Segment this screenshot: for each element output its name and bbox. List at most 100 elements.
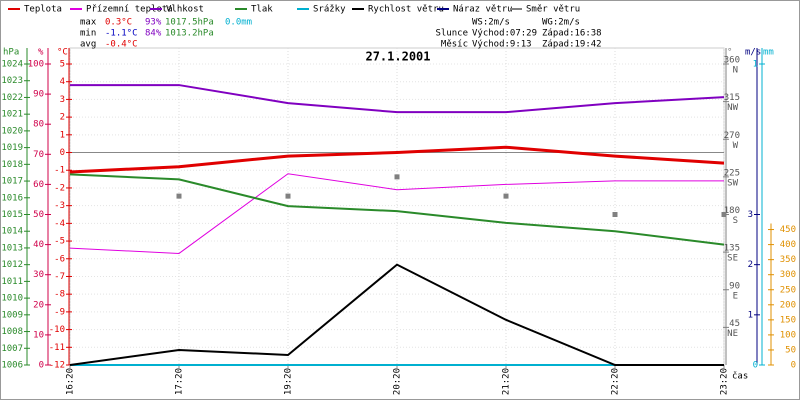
y-tick-label: 1009: [1, 310, 23, 320]
stat-value: 0.3°C: [105, 18, 132, 28]
direction-name: SE: [727, 254, 738, 264]
y-tick-label: 1019: [1, 143, 23, 153]
y-tick-label: 1008: [1, 327, 23, 337]
y-tick-label: 4: [60, 77, 65, 87]
y-tick-label: 100: [780, 330, 796, 340]
y-tick-label: 0: [791, 361, 796, 371]
y-tick-label: 10: [33, 330, 44, 340]
y-tick-label: 315: [724, 93, 740, 103]
y-tick-label: -3: [54, 201, 65, 211]
y-tick-label: 50: [785, 345, 796, 355]
y-tick-label: 2: [60, 113, 65, 123]
y-tick-label: 150: [780, 315, 796, 325]
y-tick-label: -4: [54, 219, 65, 229]
y-tick-label: -11: [49, 343, 65, 353]
x-tick-label: 20:20: [393, 368, 403, 395]
y-tick-label: -2: [54, 183, 65, 193]
axis-unit-label: hPa: [3, 48, 19, 58]
y-tick-label: 5: [60, 60, 65, 70]
y-tick-label: 50: [33, 210, 44, 220]
direction-marker: [176, 193, 182, 199]
moon-label: Měsíc: [441, 40, 468, 50]
y-tick-label: 1022: [1, 93, 23, 103]
direction-name: SW: [727, 178, 738, 188]
y-tick-label: 100: [28, 60, 44, 70]
y-tick-label: 20: [33, 300, 44, 310]
y-tick-label: 1023: [1, 76, 23, 86]
y-tick-label: 2: [748, 260, 753, 270]
direction-name: W: [733, 141, 739, 151]
x-tick-label: 17:20: [175, 368, 185, 395]
y-tick-label: 1006: [1, 361, 23, 371]
legend-label: Směr větru: [526, 5, 580, 15]
y-tick-label: 350: [780, 255, 796, 265]
axis-unit-label: mm: [763, 48, 774, 58]
series-line: [69, 173, 724, 254]
y-tick-label: 1011: [1, 277, 23, 287]
y-tick-label: 1015: [1, 210, 23, 220]
y-tick-label: -1: [54, 166, 65, 176]
stat-value: 84%: [145, 29, 162, 39]
legend-label: Přízemní teplota: [86, 5, 173, 15]
direction-marker: [721, 212, 727, 217]
y-tick-label: 200: [780, 300, 796, 310]
y-tick-label: 70: [33, 150, 44, 160]
legend-label: Teplota: [24, 5, 62, 15]
x-tick-label: 19:20: [284, 368, 294, 395]
sun-set: Západ:16:38: [542, 29, 602, 39]
y-tick-label: 1010: [1, 294, 23, 304]
series-line: [70, 84, 725, 114]
stat-value: 93%: [145, 18, 162, 28]
y-tick-label: 450: [780, 225, 796, 235]
stat-label: avg: [80, 40, 96, 50]
y-tick-label: 1016: [1, 193, 23, 203]
chart-title: 27.1.2001: [365, 50, 430, 64]
y-tick-label: 80: [33, 120, 44, 130]
y-tick-label: 3: [748, 210, 753, 220]
stat-label: min: [80, 29, 96, 39]
y-tick-label: 250: [780, 285, 796, 295]
y-tick-label: 90: [33, 90, 44, 100]
stat-value: 1017.5hPa: [165, 18, 214, 28]
axis-unit-label: °C: [57, 48, 68, 58]
y-tick-label: 0: [60, 148, 65, 158]
stat-value: -1.1°C: [105, 29, 138, 39]
direction-name: E: [733, 291, 738, 301]
y-tick-label: 45: [729, 319, 740, 329]
y-tick-label: -8: [54, 290, 65, 300]
direction-marker: [285, 193, 291, 199]
y-tick-label: 360: [724, 56, 740, 66]
y-tick-label: 1: [753, 60, 758, 70]
y-tick-label: 1007: [1, 344, 23, 354]
sun-rise: Východ:07:29: [472, 29, 537, 39]
direction-marker: [503, 193, 509, 199]
y-tick-label: 1012: [1, 260, 23, 270]
y-tick-label: 1024: [1, 60, 23, 70]
y-tick-label: -12: [49, 361, 65, 371]
y-tick-label: -5: [54, 237, 65, 247]
y-tick-label: 300: [780, 270, 796, 280]
direction-name: S: [733, 216, 738, 226]
legend-label: Náraz větru: [453, 5, 513, 15]
x-tick-label: 21:20: [502, 368, 512, 395]
y-tick-label: 3: [60, 95, 65, 105]
series-line: [69, 145, 725, 174]
series-line: [69, 173, 725, 246]
x-tick-label: 23:20: [720, 368, 730, 395]
direction-name: N: [733, 66, 738, 76]
wind-gust-max: WG:2m/s: [542, 18, 580, 28]
stat-label: max: [80, 18, 97, 28]
x-tick-label: 22:20: [611, 368, 621, 395]
y-tick-label: 30: [33, 270, 44, 280]
y-tick-label: 135: [724, 244, 740, 254]
stat-value: 1013.2hPa: [165, 29, 214, 39]
y-tick-label: 225: [724, 168, 740, 178]
y-tick-label: 1021: [1, 110, 23, 120]
stat-value: 0.0mm: [225, 18, 252, 28]
wind-speed-max: WS:2m/s: [472, 18, 510, 28]
y-tick-label: 60: [33, 180, 44, 190]
y-tick-label: 1: [60, 130, 65, 140]
direction-name: NE: [727, 329, 738, 339]
